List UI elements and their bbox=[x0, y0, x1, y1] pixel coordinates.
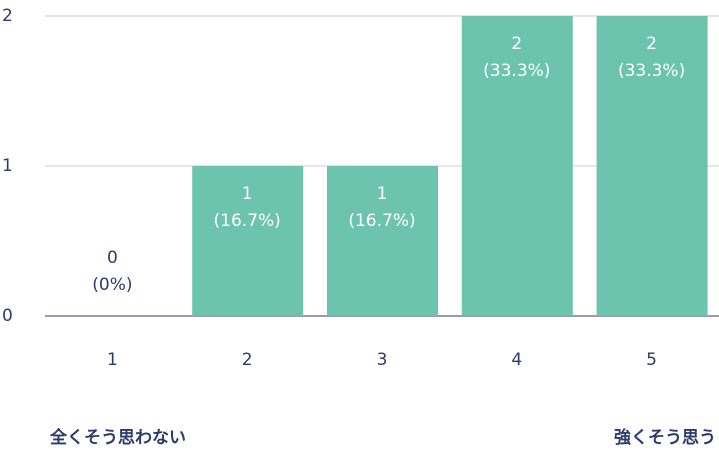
percent-label: (33.3%) bbox=[483, 61, 550, 81]
x-tick-label: 3 bbox=[377, 350, 388, 370]
min-annotation: 全くそう思わない bbox=[49, 427, 186, 448]
percent-label: (0%) bbox=[92, 275, 132, 295]
value-label: 2 bbox=[511, 34, 522, 54]
bar bbox=[327, 166, 438, 316]
percent-label: (16.7%) bbox=[348, 211, 415, 231]
y-tick-label: 1 bbox=[2, 156, 13, 176]
percent-label: (33.3%) bbox=[618, 61, 685, 81]
y-tick-label: 2 bbox=[2, 6, 13, 26]
bar bbox=[192, 166, 304, 316]
bar bbox=[461, 16, 573, 316]
value-label: 2 bbox=[646, 34, 657, 54]
value-label: 1 bbox=[377, 184, 388, 204]
bar bbox=[596, 16, 708, 316]
max-annotation: 強くそう思う bbox=[614, 427, 716, 448]
x-tick-label: 2 bbox=[242, 350, 253, 370]
x-tick-label: 1 bbox=[107, 350, 118, 370]
x-tick-label: 4 bbox=[511, 350, 522, 370]
x-tick-label: 5 bbox=[646, 350, 657, 370]
percent-label: (16.7%) bbox=[214, 211, 281, 231]
value-label: 1 bbox=[242, 184, 253, 204]
value-label: 0 bbox=[107, 248, 118, 268]
y-tick-label: 0 bbox=[2, 306, 13, 326]
